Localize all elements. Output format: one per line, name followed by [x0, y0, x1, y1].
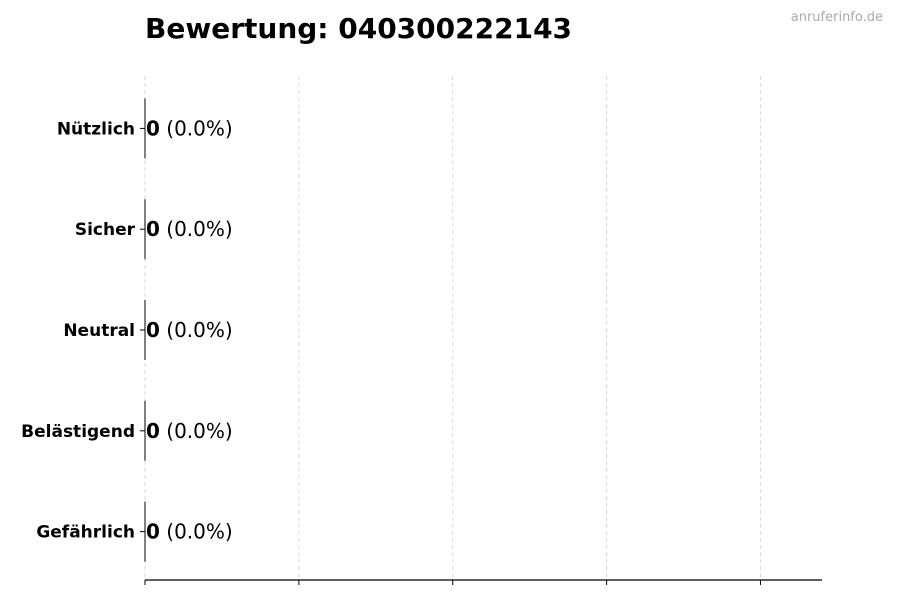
data-label: 0 (0.0%) — [146, 520, 233, 544]
data-label-percent: (0.0%) — [160, 116, 233, 140]
watermark: anruferinfo.de — [790, 10, 883, 25]
chart-title: Bewertung: 040300222143 — [145, 12, 573, 45]
data-label: 0 (0.0%) — [146, 419, 233, 443]
data-label-percent: (0.0%) — [160, 520, 233, 544]
data-label-percent: (0.0%) — [160, 217, 233, 241]
data-label-count: 0 — [146, 217, 160, 241]
y-tick-label: Belästigend — [21, 422, 135, 442]
y-tick-label: Nützlich — [57, 119, 135, 139]
data-label-count: 0 — [146, 116, 160, 140]
data-label-percent: (0.0%) — [160, 419, 233, 443]
data-label-count: 0 — [146, 520, 160, 544]
y-tick-label: Neutral — [63, 321, 135, 341]
data-label: 0 (0.0%) — [146, 217, 233, 241]
data-label: 0 (0.0%) — [146, 116, 233, 140]
y-tick-label: Gefährlich — [36, 523, 135, 543]
y-tick-label: Sicher — [75, 220, 136, 240]
data-label-percent: (0.0%) — [160, 318, 233, 342]
data-label: 0 (0.0%) — [146, 318, 233, 342]
data-label-count: 0 — [146, 318, 160, 342]
data-label-count: 0 — [146, 419, 160, 443]
